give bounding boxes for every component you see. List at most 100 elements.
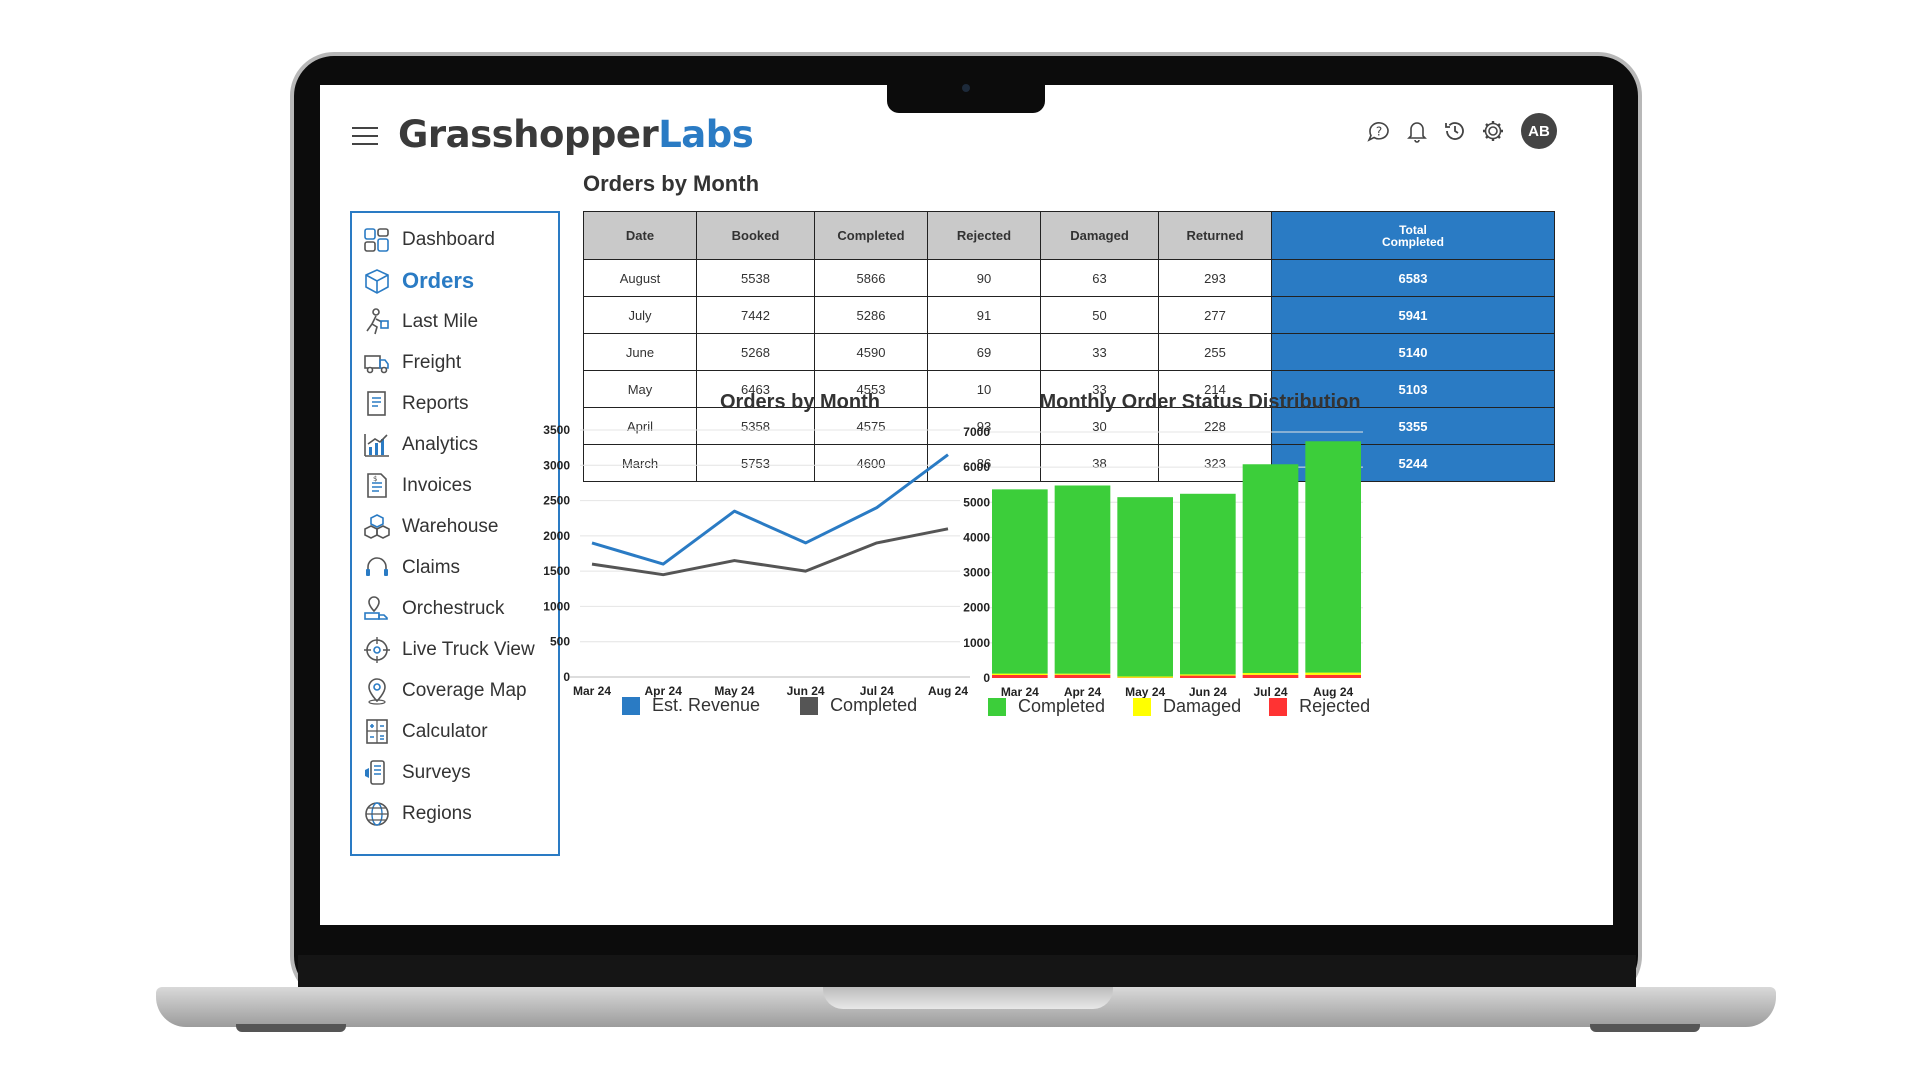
sidebar-item-label: Freight <box>402 351 462 373</box>
header-toolbar: ? AB <box>1365 113 1557 149</box>
invoice-icon: $ <box>367 472 387 498</box>
table-row: July 7442 5286 91 50 277 5941 <box>583 296 1555 334</box>
sidebar-item-label: Reports <box>402 392 469 414</box>
bar-y-tick-label: 3000 <box>963 566 990 580</box>
sidebar-item-warehouse[interactable]: Warehouse <box>352 506 558 547</box>
warehouse-boxes-icon <box>364 513 390 539</box>
bar-completed-5 <box>1242 464 1299 674</box>
cell-completed: 5286 <box>814 296 928 334</box>
cell-total: 5355 <box>1271 407 1555 445</box>
report-icon <box>367 390 386 416</box>
table-row: August 5538 5866 90 63 293 6583 <box>583 259 1555 297</box>
line-x-tick-label: Aug 24 <box>928 684 968 698</box>
gear-icon[interactable] <box>1479 117 1507 145</box>
page-title: Orders by Month <box>583 171 760 196</box>
sidebar-item-reports[interactable]: Reports <box>352 383 558 424</box>
line-y-tick-label: 1000 <box>543 599 570 613</box>
bar-y-tick-label: 6000 <box>963 460 990 474</box>
line-series-2 <box>591 527 949 577</box>
line-chart-legend: Est. Revenue Completed <box>622 695 917 716</box>
bar-damaged-2 <box>1054 673 1111 675</box>
bar-completed-6 <box>1305 441 1361 673</box>
headset-icon <box>366 556 388 576</box>
line-y-tick-label: 2000 <box>543 529 570 543</box>
sidebar-item-label: Orders <box>402 267 475 293</box>
sidebar-item-last-mile[interactable]: Last Mile <box>352 301 558 342</box>
table-row: April 5358 4575 93 30 228 5355 <box>583 407 1555 445</box>
legend-label: Rejected <box>1299 696 1371 716</box>
table-header-row: Date Booked Completed Rejected Damaged R… <box>583 211 1555 260</box>
cell-date: March <box>583 444 697 482</box>
table-row: March 5753 4600 86 38 323 5244 <box>583 444 1555 482</box>
cell-booked: 5538 <box>696 259 815 297</box>
status-bar-chart: 0 1000 2000 3000 4000 5000 6000 7000 Mar 24 Apr 2… <box>963 425 1363 699</box>
sidebar-item-label: Claims <box>402 556 461 578</box>
analytics-icon <box>364 433 389 457</box>
sidebar-item-claims[interactable]: Claims <box>352 547 558 588</box>
sidebar-item-coverage-map[interactable]: Coverage Map <box>352 670 558 711</box>
sidebar-item-invoices[interactable]: $ Invoices <box>352 465 558 506</box>
sidebar-item-label: Warehouse <box>402 515 499 537</box>
orders-line-chart: 0 500 1000 1500 2000 2500 3000 3500 Mar 24 Apr 24… <box>543 423 970 698</box>
sidebar-item-freight[interactable]: Freight <box>352 342 558 383</box>
bar-rejected-6 <box>1305 674 1361 678</box>
line-x-tick-label: Apr 24 <box>645 684 683 698</box>
line-chart-title: Orders by Month <box>719 391 880 413</box>
sidebar-item-label: Last Mile <box>402 310 479 332</box>
cell-total: 5103 <box>1271 370 1555 408</box>
cell-date: June <box>583 333 697 371</box>
bar-completed-3 <box>1117 497 1173 677</box>
calculator-icon <box>366 718 388 744</box>
legend-label: Completed <box>1018 696 1106 716</box>
laptop-foot-right <box>1590 1024 1700 1032</box>
globe-icon <box>365 801 389 826</box>
bar-damaged-5 <box>1242 673 1299 675</box>
cell-returned: 277 <box>1158 296 1272 334</box>
legend-swatch <box>1133 697 1152 716</box>
cell-completed: 5866 <box>814 259 928 297</box>
bar-x-tick-label: Mar 24 <box>1001 685 1039 699</box>
bar-x-tick-label: Jul 24 <box>1253 685 1287 699</box>
sidebar-item-label: Dashboard <box>402 228 495 250</box>
sidebar-nav: Dashboard Orders Last Mile Freight Reports An… <box>350 211 560 856</box>
sidebar-item-surveys[interactable]: Surveys <box>352 752 558 793</box>
bar-damaged-4 <box>1180 674 1236 676</box>
sidebar-item-orchestruck[interactable]: Orchestruck <box>352 588 558 629</box>
sidebar-item-label: Coverage Map <box>402 679 527 701</box>
sidebar-item-label: Invoices <box>402 474 472 496</box>
sidebar-item-label: Calculator <box>402 720 488 742</box>
bar-rejected-4 <box>1180 675 1236 678</box>
hamburger-menu-icon[interactable] <box>352 127 378 147</box>
cell-date: May <box>583 370 697 408</box>
col-header-completed: Completed <box>814 211 928 260</box>
sidebar-item-live-truck-view[interactable]: Live Truck View <box>352 629 558 670</box>
bar-x-tick-label: Apr 24 <box>1064 685 1102 699</box>
sidebar-item-dashboard[interactable]: Dashboard <box>352 219 558 260</box>
bell-icon[interactable] <box>1403 117 1431 145</box>
sidebar-item-calculator[interactable]: Calculator <box>352 711 558 752</box>
line-x-tick-label: Jul 24 <box>860 684 894 698</box>
line-y-tick-label: 1500 <box>543 564 570 578</box>
legend-item: Completed <box>988 696 1105 717</box>
sidebar-item-label: Regions <box>402 802 472 824</box>
sidebar-item-label: Orchestruck <box>402 597 505 619</box>
cell-total: 5941 <box>1271 296 1555 334</box>
sidebar-item-analytics[interactable]: Analytics <box>352 424 558 465</box>
user-avatar[interactable]: AB <box>1521 113 1557 149</box>
svg-text:?: ? <box>1376 125 1382 139</box>
bar-rejected-1 <box>992 674 1048 678</box>
help-icon[interactable]: ? <box>1365 117 1393 145</box>
bar-x-tick-label: May 24 <box>1125 685 1165 699</box>
line-y-tick-label: 3000 <box>543 458 570 472</box>
legend-swatch <box>622 696 640 715</box>
map-pin-icon <box>368 677 386 705</box>
col-header-returned: Returned <box>1158 211 1272 260</box>
legend-item: Est. Revenue <box>622 695 760 716</box>
cell-total: 5140 <box>1271 333 1555 371</box>
app-screen: GrasshopperLabs ? AB Dashboard Orders Last… <box>320 85 1613 925</box>
sidebar-item-regions[interactable]: Regions <box>352 793 558 834</box>
orders-table: Date Booked Completed Rejected Damaged R… <box>583 211 1555 482</box>
sidebar-item-orders[interactable]: Orders <box>352 260 558 301</box>
history-icon[interactable] <box>1441 117 1469 145</box>
line-y-tick-label: 0 <box>563 670 570 684</box>
